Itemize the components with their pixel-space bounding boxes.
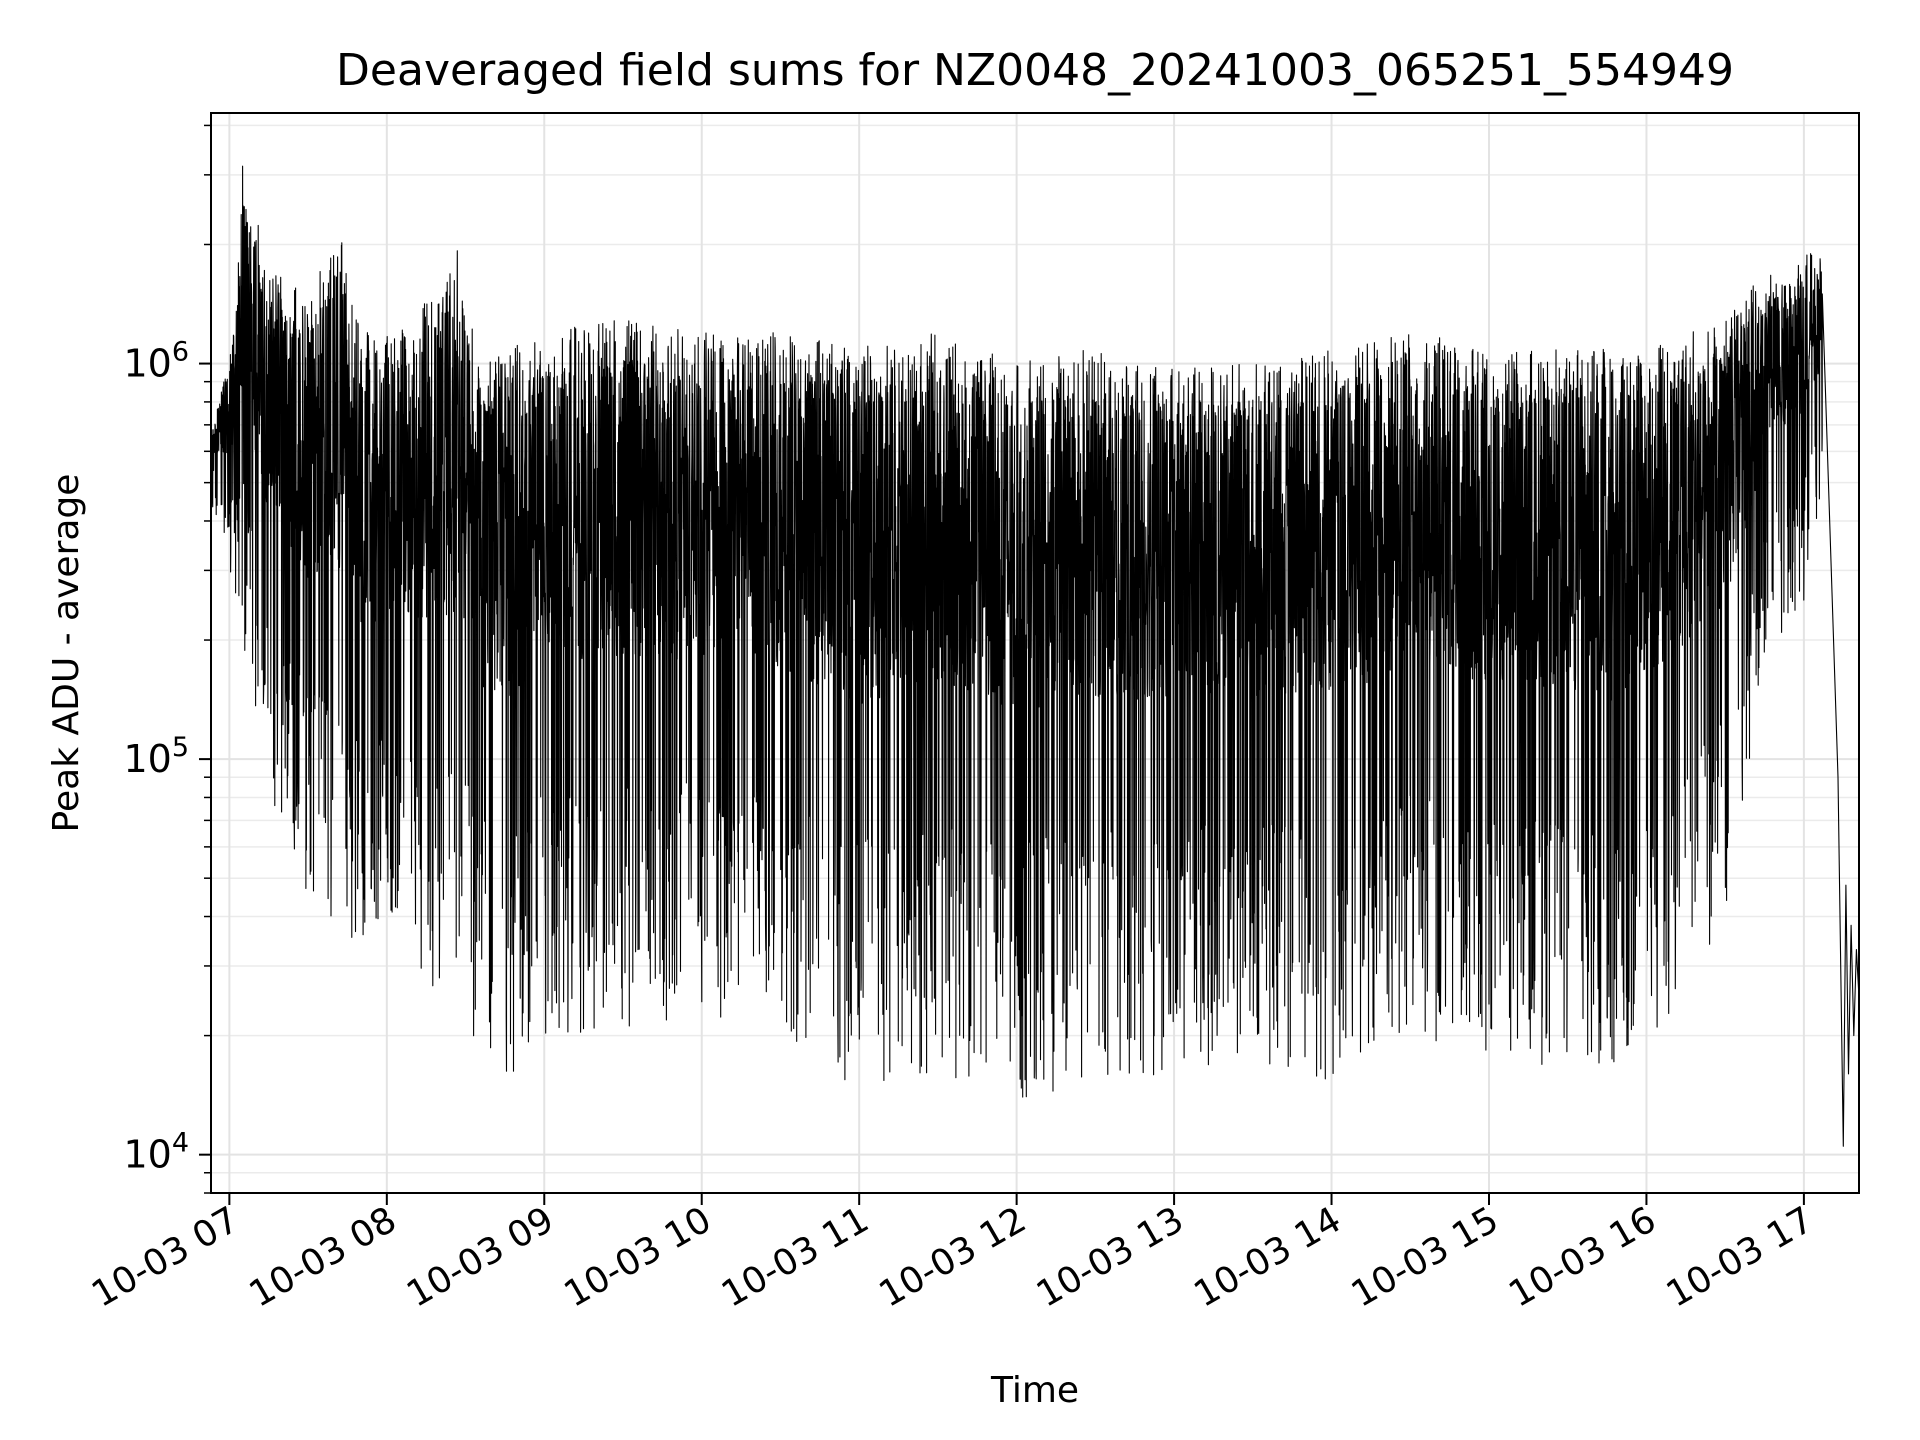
plot-frame xyxy=(210,112,1860,1194)
y-axis-label: Peak ADU - average xyxy=(46,474,87,833)
x-axis-label: Time xyxy=(990,1370,1079,1411)
plot-series xyxy=(210,165,1860,1147)
y-tick-label: 105 xyxy=(123,732,189,781)
chart-title: Deaveraged field sums for NZ0048_2024100… xyxy=(336,45,1734,96)
series-line xyxy=(210,165,1860,1147)
